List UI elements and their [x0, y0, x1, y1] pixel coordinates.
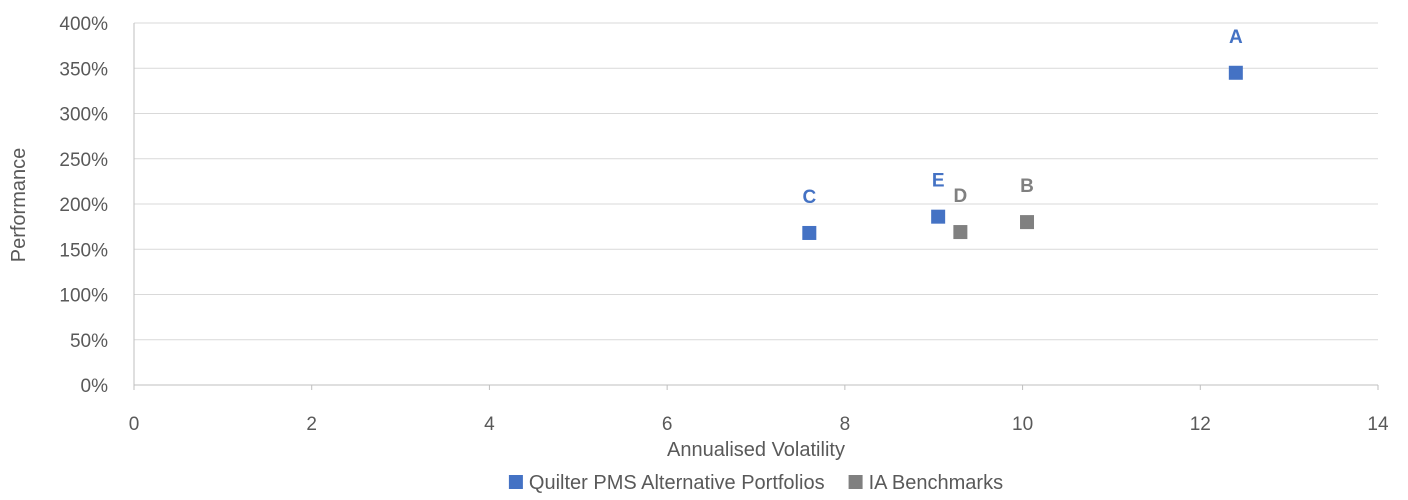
gridlines — [134, 22, 1378, 341]
y-axis-title: Performance — [8, 148, 30, 263]
x-tick-label: 10 — [1012, 414, 1033, 435]
y-tick-label: 0% — [81, 376, 109, 397]
y-tick-label: 350% — [59, 59, 108, 80]
data-label-B: B — [1020, 176, 1034, 197]
data-point-C — [802, 225, 817, 240]
data-labels: A C ED B — [802, 27, 1243, 208]
data-point-B — [1020, 215, 1035, 230]
axes — [133, 23, 1379, 390]
y-tick-label: 400% — [59, 14, 108, 35]
x-axis-title: Annualised Volatility — [667, 439, 845, 461]
data-point-D — [953, 225, 968, 240]
x-tick-label: 0 — [129, 414, 140, 435]
y-tick-label: 100% — [59, 286, 108, 307]
x-tick-label: 14 — [1367, 414, 1389, 435]
legend: Quilter PMS Alternative Portfolios IA Ben… — [508, 472, 1004, 494]
x-tick-label: 8 — [840, 414, 851, 435]
legend-swatch — [508, 475, 523, 489]
data-point-E — [931, 209, 946, 224]
data-points — [802, 65, 1243, 240]
data-label-D: D — [954, 186, 968, 207]
x-tick-label: 12 — [1190, 414, 1211, 435]
legend-swatch — [848, 475, 863, 489]
y-tick-label: 300% — [59, 105, 108, 126]
data-point-A — [1228, 65, 1243, 80]
legend-label: IA Benchmarks — [869, 472, 1004, 494]
data-label-A: A — [1229, 27, 1243, 48]
tick-labels: 0% 50% 100% 150% 200% 250% 300% 350% 400% 0 2 4 6 8 10… — [59, 14, 1389, 435]
y-tick-label: 150% — [59, 240, 108, 261]
x-tick-label: 6 — [662, 414, 673, 435]
y-tick-label: 50% — [70, 331, 108, 352]
x-tick-label: 4 — [484, 414, 495, 435]
y-tick-label: 250% — [59, 150, 108, 171]
legend-label: Quilter PMS Alternative Portfolios — [529, 472, 825, 494]
data-label-C: C — [802, 187, 816, 208]
data-label-E: E — [932, 171, 945, 192]
x-tick-label: 2 — [306, 414, 317, 435]
y-tick-label: 200% — [59, 195, 108, 216]
